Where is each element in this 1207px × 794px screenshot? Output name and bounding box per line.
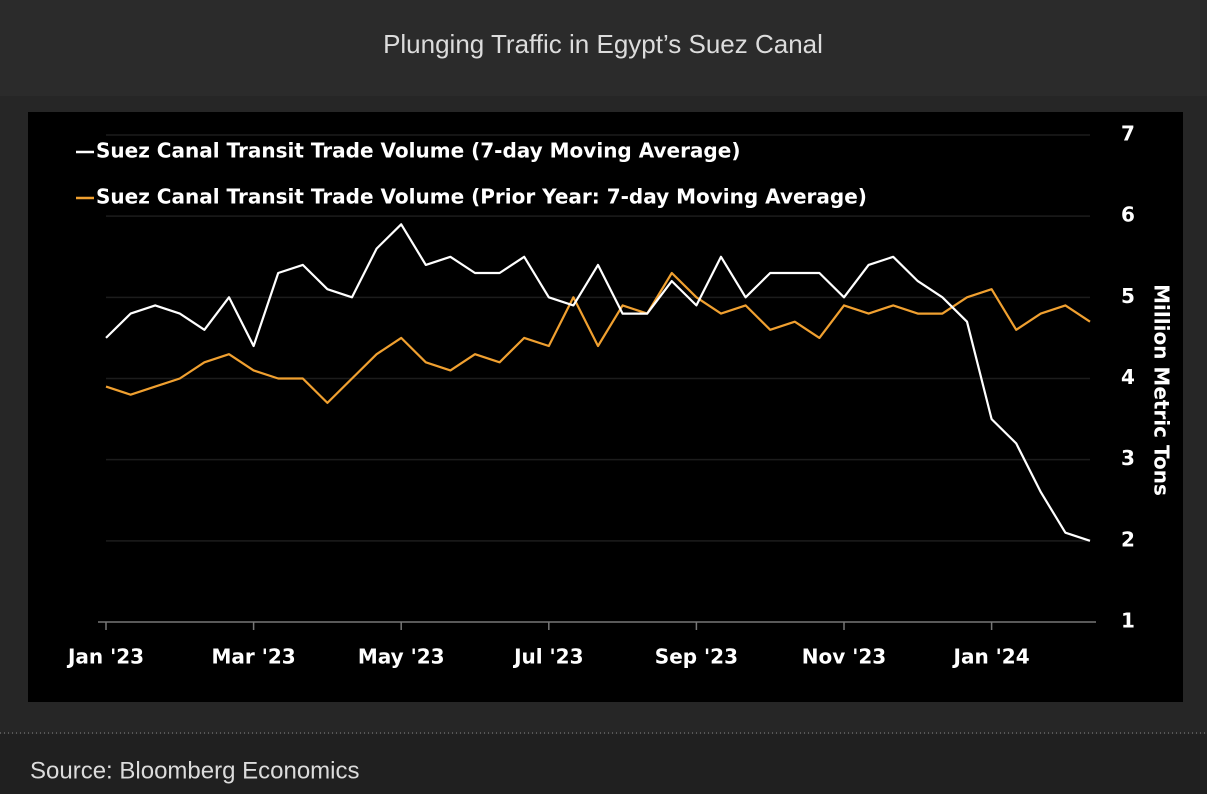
- series-line: [105, 271, 1091, 404]
- x-tick-label: May '23: [358, 645, 445, 669]
- y-tick-label: 2: [1121, 527, 1135, 551]
- x-tick-label: Jan '24: [952, 645, 1030, 669]
- footer: [0, 734, 1207, 794]
- legend-label: Suez Canal Transit Trade Volume (Prior Y…: [96, 185, 867, 209]
- y-tick-label: 4: [1121, 365, 1135, 389]
- y-tick-label: 5: [1121, 284, 1135, 308]
- y-axis-label: Million Metric Tons: [1150, 284, 1174, 496]
- source: Source: Bloomberg Economics: [30, 757, 359, 784]
- y-tick-label: 3: [1121, 446, 1135, 470]
- x-tick-label: Jul '23: [512, 645, 583, 669]
- chart-title: Plunging Traffic in Egypt’s Suez Canal: [383, 29, 823, 59]
- plot-panel: [28, 112, 1183, 702]
- y-tick-label: 1: [1121, 609, 1135, 633]
- y-tick-label: 7: [1121, 122, 1135, 146]
- y-tick-label: 6: [1121, 203, 1135, 227]
- x-tick-label: Jan '23: [66, 645, 144, 669]
- series-line: [105, 223, 1091, 542]
- legend-label: Suez Canal Transit Trade Volume (7-day M…: [96, 139, 740, 163]
- x-tick-label: Nov '23: [802, 645, 886, 669]
- x-tick-label: Mar '23: [212, 645, 296, 669]
- x-tick-label: Sep '23: [655, 645, 738, 669]
- title-bar: [0, 0, 1207, 96]
